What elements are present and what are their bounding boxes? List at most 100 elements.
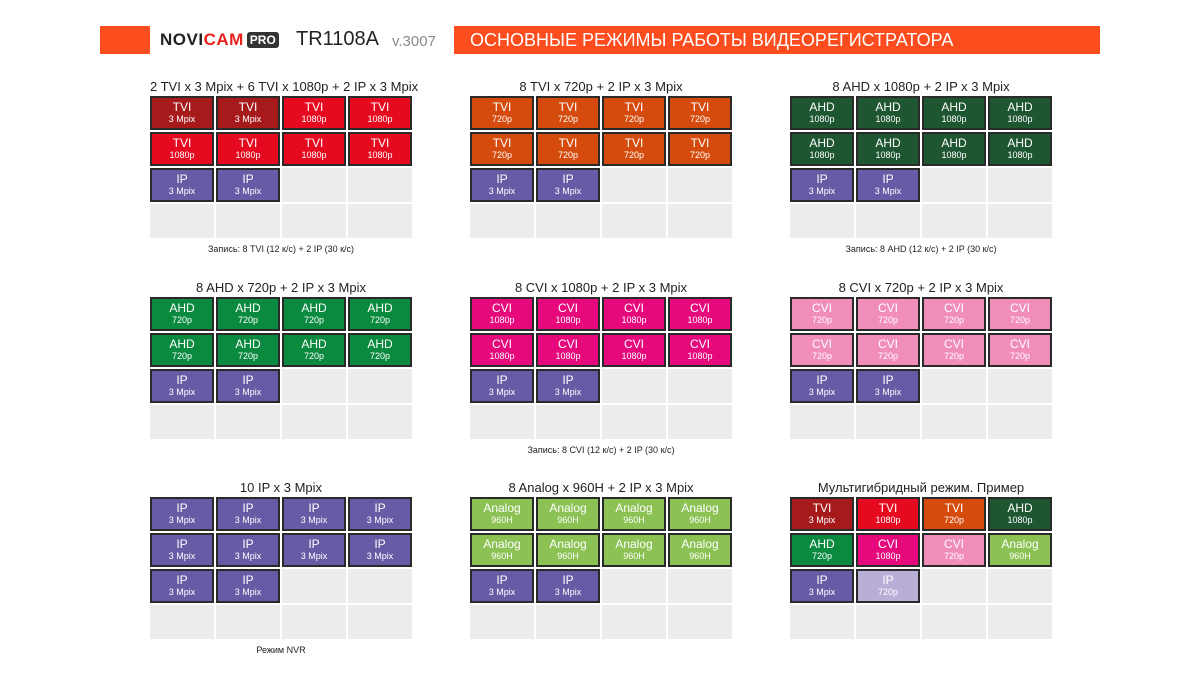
channel-cell: TVI 3 Mpix (150, 96, 214, 130)
channel-type: IP (816, 372, 828, 387)
channel-cell: CVI 720p (856, 297, 920, 331)
channel-type: CVI (943, 536, 964, 551)
channel-type: IP (882, 372, 894, 387)
channel-resolution: 3 Mpix (168, 514, 196, 525)
channel-type: CVI (877, 536, 898, 551)
channel-type: CVI (943, 336, 964, 351)
channel-resolution: 3 Mpix (554, 586, 582, 597)
empty-cell (602, 204, 666, 238)
channel-grid: Analog 960H Analog 960H Analog 960H Analog 960H… (470, 497, 732, 639)
channel-grid: AHD 720p AHD 720p AHD 720p AHD 720p AHD 720p AHD 72… (150, 297, 412, 439)
empty-cell (988, 405, 1052, 439)
channel-cell: AHD 1080p (988, 96, 1052, 130)
panel-title: Мультигибридный режим. Пример (817, 480, 1025, 495)
channel-cell: IP 3 Mpix (348, 497, 412, 531)
channel-type: TVI (304, 135, 324, 150)
channel-resolution: 1080p (1007, 514, 1033, 525)
channel-resolution: 960H (491, 514, 513, 525)
channel-cell: TVI 720p (602, 96, 666, 130)
channel-type: Analog (549, 536, 587, 551)
empty-cell (922, 405, 986, 439)
channel-cell: AHD 1080p (922, 96, 986, 130)
empty-cell (988, 168, 1052, 202)
channel-type: Analog (549, 500, 587, 515)
channel-cell: IP 3 Mpix (536, 168, 600, 202)
empty-cell (922, 204, 986, 238)
channel-type: TVI (492, 135, 512, 150)
channel-type: Analog (1001, 536, 1039, 551)
channel-grid: TVI 3 Mpix TVI 1080p TVI 720p AHD 1080p AHD 720p C… (790, 497, 1052, 639)
channel-type: AHD (875, 99, 901, 114)
channel-cell: IP 3 Mpix (536, 369, 600, 403)
channel-cell: IP 3 Mpix (216, 369, 280, 403)
channel-grid: AHD 1080p AHD 1080p AHD 1080p AHD 1080p AHD 1080p… (790, 96, 1052, 238)
channel-resolution: 720p (877, 586, 899, 597)
empty-cell (216, 605, 280, 639)
channel-resolution: 3 Mpix (488, 185, 516, 196)
channel-resolution: 720p (237, 314, 259, 325)
channel-resolution: 3 Mpix (234, 550, 262, 561)
channel-resolution: 720p (237, 350, 259, 361)
panel-note: Запись: 8 TVI (12 к/с) + 2 IP (30 к/с) (207, 244, 355, 254)
channel-cell: IP 3 Mpix (790, 369, 854, 403)
channel-resolution: 3 Mpix (808, 386, 836, 397)
channel-type: TVI (944, 500, 964, 515)
channel-resolution: 720p (877, 350, 899, 361)
channel-cell: TVI 1080p (348, 132, 412, 166)
channel-resolution: 1080p (301, 113, 327, 124)
channel-cell: IP 3 Mpix (856, 168, 920, 202)
channel-resolution: 3 Mpix (234, 185, 262, 196)
panel-note: Режим NVR (256, 645, 306, 655)
channel-type: Analog (615, 500, 653, 515)
channel-type: AHD (301, 300, 327, 315)
channel-resolution: 1080p (1007, 113, 1033, 124)
channel-type: Analog (615, 536, 653, 551)
channel-cell: TVI 720p (668, 132, 732, 166)
channel-type: AHD (809, 135, 835, 150)
logo-brand-text: NOVI (160, 30, 204, 49)
channel-cell: IP 3 Mpix (216, 497, 280, 531)
channel-cell: TVI 1080p (150, 132, 214, 166)
channel-cell: IP 3 Mpix (790, 168, 854, 202)
channel-type: CVI (689, 300, 710, 315)
empty-cell (790, 405, 854, 439)
channel-resolution: 1080p (489, 350, 515, 361)
empty-cell (922, 369, 986, 403)
channel-type: CVI (623, 336, 644, 351)
channel-resolution: 720p (557, 149, 579, 160)
channel-type: IP (176, 536, 188, 551)
channel-cell: IP 3 Mpix (216, 168, 280, 202)
channel-type: TVI (238, 135, 258, 150)
channel-type: IP (496, 372, 508, 387)
channel-type: CVI (557, 300, 578, 315)
channel-resolution: 1080p (875, 550, 901, 561)
channel-type: TVI (238, 99, 258, 114)
channel-type: IP (882, 171, 894, 186)
channel-type: IP (242, 372, 254, 387)
channel-cell: IP 3 Mpix (150, 369, 214, 403)
channel-resolution: 720p (811, 550, 833, 561)
channel-cell: IP 3 Mpix (150, 533, 214, 567)
channel-cell: Analog 960H (988, 533, 1052, 567)
channel-resolution: 1080p (941, 113, 967, 124)
empty-cell (856, 405, 920, 439)
channel-type: IP (242, 536, 254, 551)
empty-cell (348, 369, 412, 403)
channel-type: IP (242, 171, 254, 186)
channel-cell: AHD 1080p (922, 132, 986, 166)
channel-resolution: 1080p (875, 113, 901, 124)
channel-cell: IP 3 Mpix (470, 168, 534, 202)
empty-cell (988, 204, 1052, 238)
empty-cell (282, 168, 346, 202)
empty-cell (536, 204, 600, 238)
empty-cell (216, 204, 280, 238)
channel-resolution: 3 Mpix (234, 514, 262, 525)
channel-resolution: 1080p (169, 149, 195, 160)
channel-resolution: 3 Mpix (874, 386, 902, 397)
channel-type: TVI (558, 99, 578, 114)
channel-type: AHD (941, 99, 967, 114)
panel-title: 8 CVI x 1080p + 2 IP x 3 Mpix (514, 280, 688, 295)
channel-type: IP (176, 572, 188, 587)
channel-resolution: 1080p (301, 149, 327, 160)
channel-cell: Analog 960H (470, 497, 534, 531)
